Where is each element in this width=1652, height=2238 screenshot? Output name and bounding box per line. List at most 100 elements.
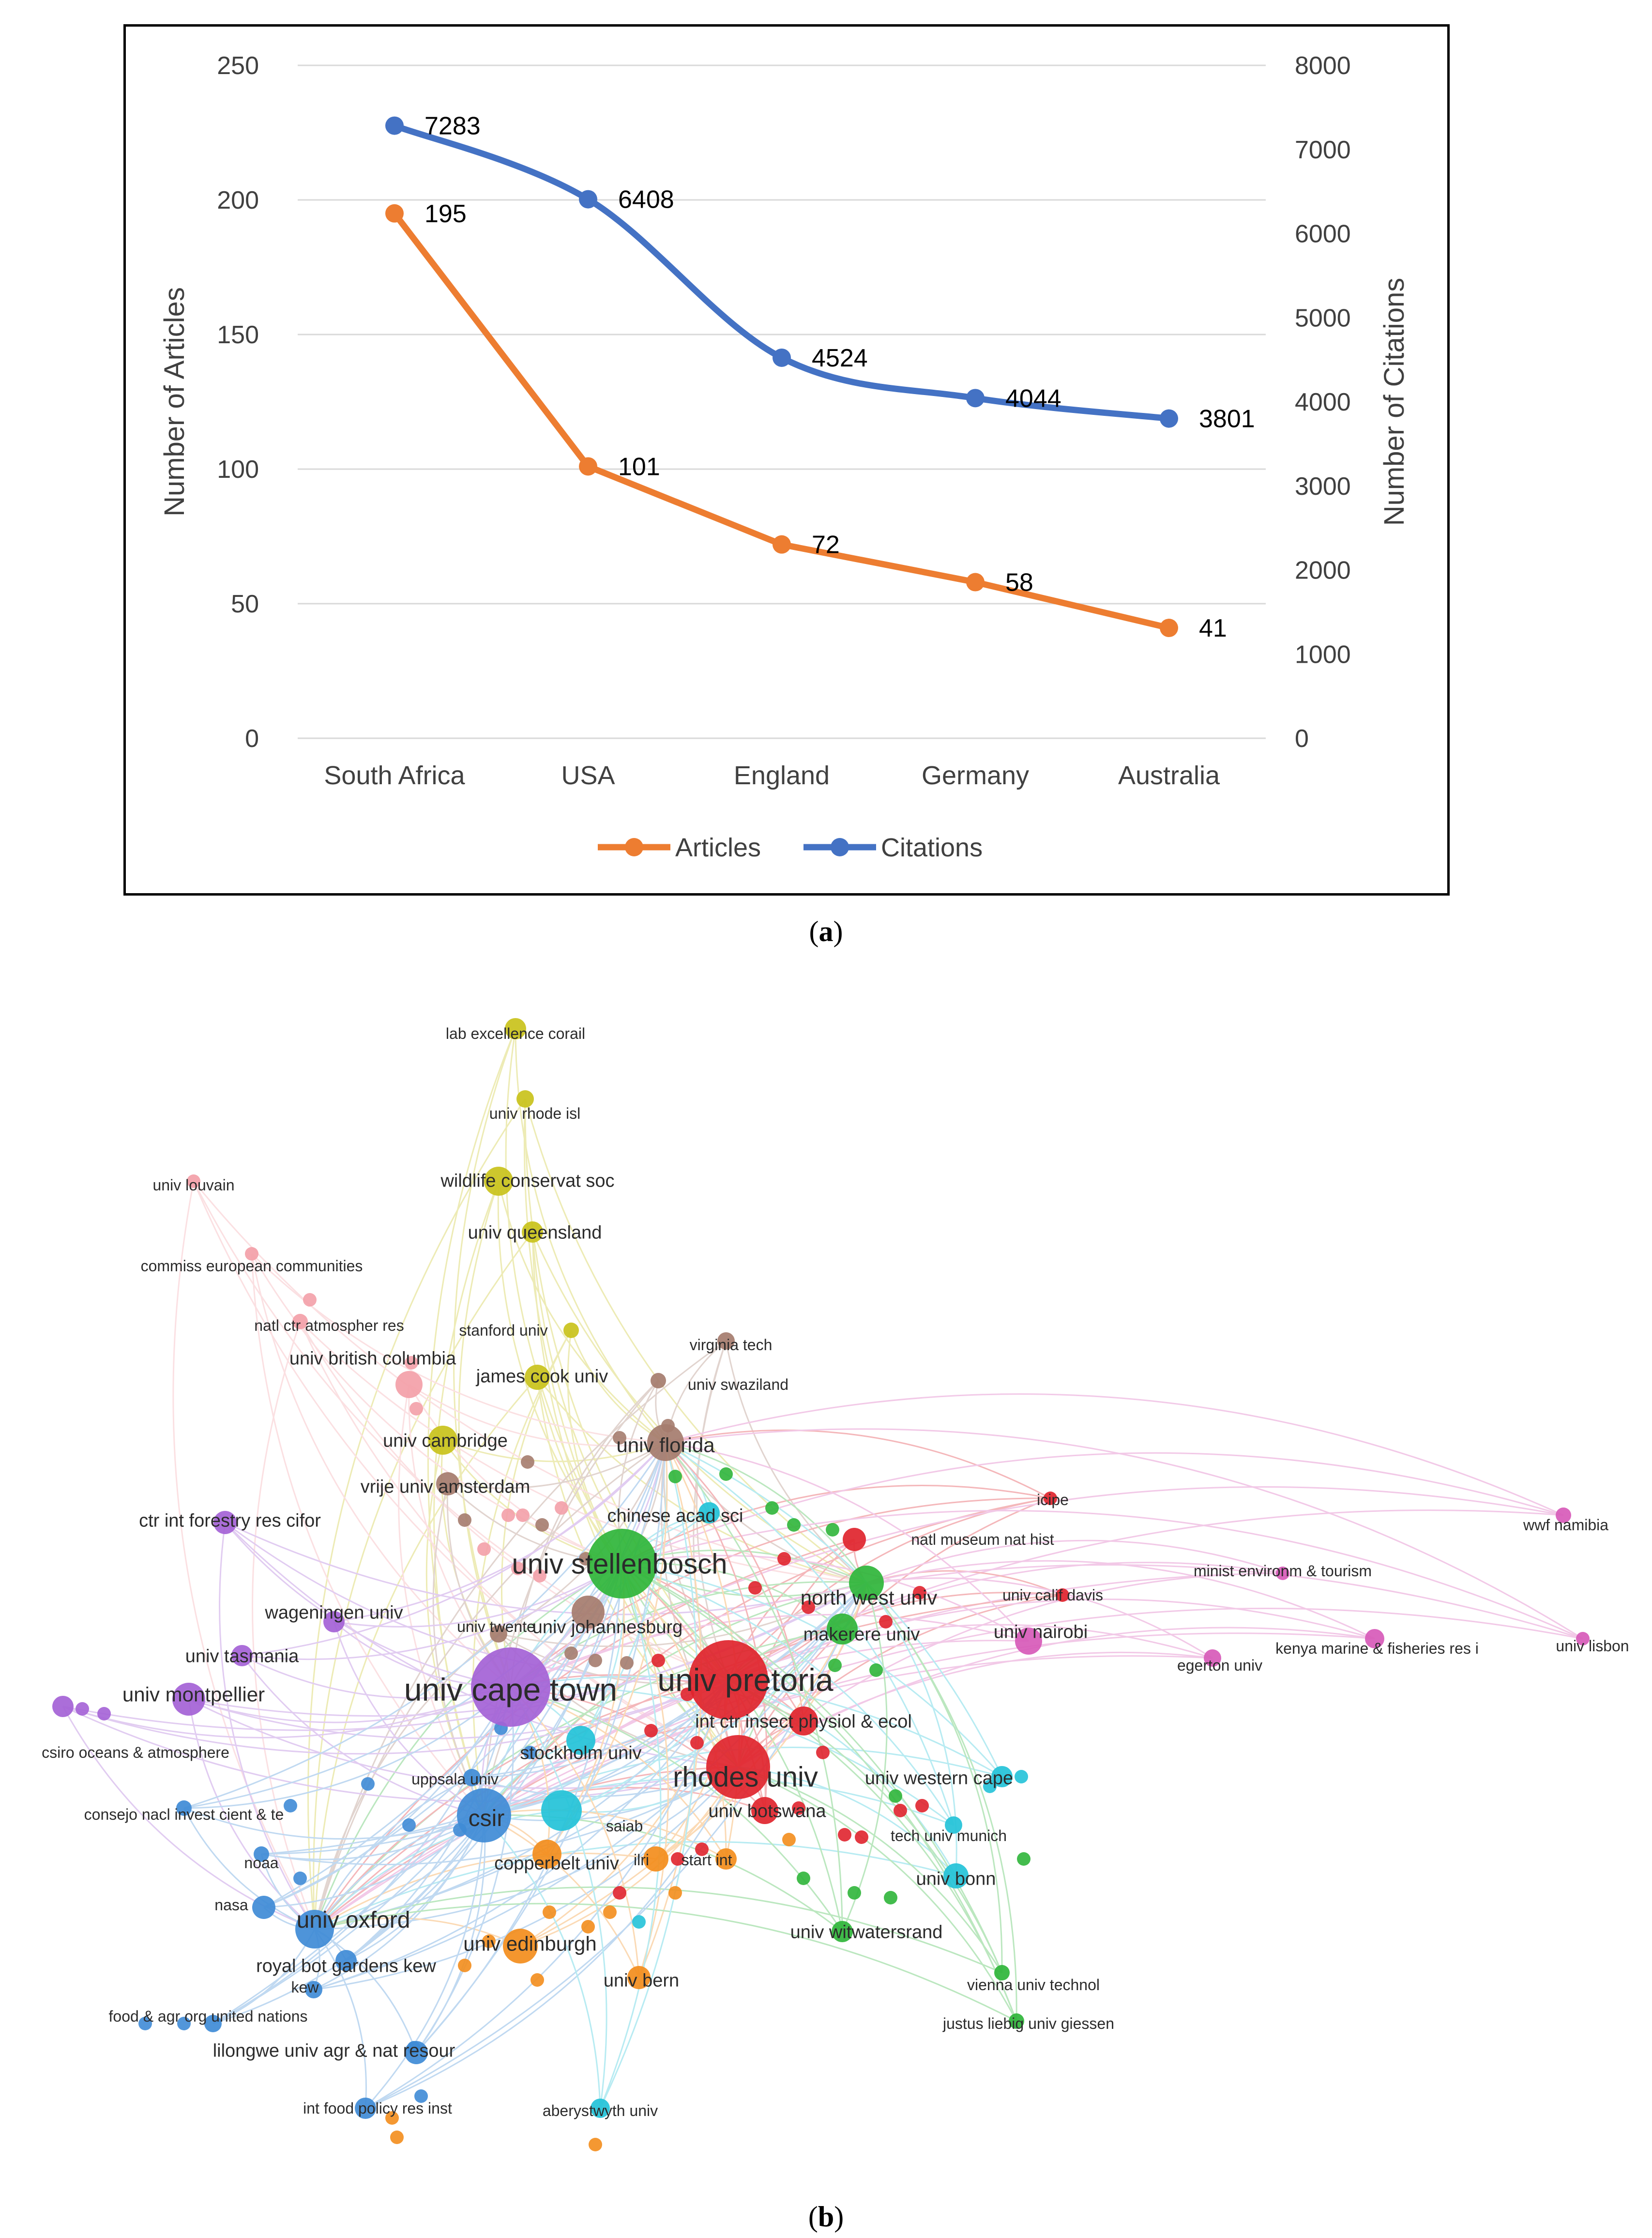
node-label: vienna univ technol (967, 1976, 1100, 1994)
small-node (869, 1663, 883, 1677)
edge (484, 1766, 739, 1821)
node-label: wageningen univ (264, 1602, 403, 1623)
network-node (516, 1090, 534, 1108)
small-node (414, 2089, 428, 2103)
network-node (563, 1323, 579, 1338)
data-point-articles (773, 535, 791, 554)
label-layer: lab excellence corail univ rhode isl wildl… (42, 1025, 1629, 2119)
edge (183, 1686, 511, 1809)
edge (314, 1929, 367, 2109)
network-node (827, 1614, 858, 1644)
data-point-articles (1160, 619, 1178, 638)
data-label: 72 (812, 531, 840, 559)
edge (314, 1852, 656, 1930)
edge (510, 1564, 1583, 1688)
edge (621, 1485, 1051, 1565)
network-node (428, 1426, 457, 1455)
network-node (789, 1706, 818, 1736)
network-node (395, 1371, 423, 1398)
y2-tick-label: 8000 (1295, 52, 1351, 80)
edge (333, 1563, 622, 1628)
small-node (816, 1746, 830, 1759)
node-label: james cook univ (476, 1366, 608, 1386)
edge (728, 1679, 1003, 1973)
edge (263, 1814, 485, 1908)
edge (314, 1594, 1063, 1930)
small-node (1017, 1852, 1031, 1866)
network-node (187, 1174, 200, 1188)
node-label: univ edinburgh (463, 1933, 597, 1955)
node-label: start int (682, 1851, 732, 1869)
edge (188, 1686, 511, 1723)
edge (510, 1686, 727, 1859)
edge (408, 1384, 512, 1688)
small-node (458, 1513, 471, 1527)
node-label: justus liebig univ giessen (942, 2015, 1114, 2032)
network-node (252, 1896, 275, 1919)
node-label: csiro oceans & atmosphere (42, 1744, 229, 1761)
small-node (405, 1356, 418, 1370)
small-node (620, 1656, 634, 1670)
data-point-citations (385, 116, 404, 135)
edge (660, 1442, 739, 1767)
node-label: univ calif davis (1002, 1586, 1103, 1604)
node-label: commiss european communities (141, 1257, 363, 1275)
network-node (689, 1640, 768, 1720)
y-tick-label: 150 (217, 321, 259, 349)
edge (665, 1442, 867, 1583)
network-node (587, 1529, 657, 1599)
small-node (695, 1842, 709, 1856)
edge (212, 1815, 485, 2025)
small-node (523, 1746, 537, 1759)
edge (728, 1599, 1375, 1681)
network-node (1009, 2013, 1024, 2029)
data-label: 7283 (424, 112, 481, 140)
edge (314, 1572, 1283, 1930)
chart-a: 0 50 100 150 200 250 0 1000 2000 3000 4000 5000 6000… (159, 52, 1410, 862)
edge (314, 1633, 499, 1930)
node-label: univ botswana (709, 1801, 827, 1821)
network-node (335, 1950, 357, 1971)
small-node (511, 1562, 525, 1575)
node-label: univ oxford (297, 1907, 410, 1933)
small-node (777, 1552, 791, 1566)
edge (621, 1549, 867, 1584)
network-node (643, 1846, 668, 1872)
edge (314, 1886, 1002, 1974)
node-label: natl ctr atmospher res (254, 1317, 404, 1334)
edge (484, 1787, 765, 1816)
node-label: ctr int forestry res cifor (139, 1510, 321, 1531)
y2-axis-label: Number of Citations (1379, 278, 1410, 526)
small-node (76, 1702, 89, 1716)
network-node (832, 1921, 853, 1942)
small-node (915, 1799, 929, 1812)
edge (183, 1807, 485, 1840)
network-node (292, 1314, 308, 1329)
network-node (522, 1221, 543, 1243)
edge (313, 1815, 485, 1991)
y2-tick-label: 5000 (1295, 304, 1351, 332)
edge (484, 1608, 1583, 1816)
small-node (765, 1501, 779, 1515)
edge (665, 1442, 867, 1584)
node-label: nasa (214, 1896, 248, 1914)
small-node (521, 1455, 534, 1469)
edge (314, 1810, 562, 1930)
network-node (490, 1625, 507, 1643)
edge (510, 1581, 867, 1688)
small-node (581, 1920, 595, 1934)
data-point-citations (579, 190, 597, 209)
edge (314, 1814, 485, 1930)
node-label: univ bern (604, 1970, 679, 1991)
data-label: 6408 (618, 186, 674, 214)
node-label: univ queensland (468, 1222, 602, 1243)
small-node (889, 1789, 902, 1803)
edge (738, 1766, 1017, 2022)
edge (252, 1321, 316, 1930)
edge (866, 1539, 1283, 1584)
edge (483, 1497, 1051, 1816)
small-node (284, 1799, 297, 1812)
small-node (516, 1508, 530, 1522)
network-b: lab excellence corail univ rhode isl wildl… (42, 1018, 1629, 2151)
network-node (471, 1647, 550, 1727)
